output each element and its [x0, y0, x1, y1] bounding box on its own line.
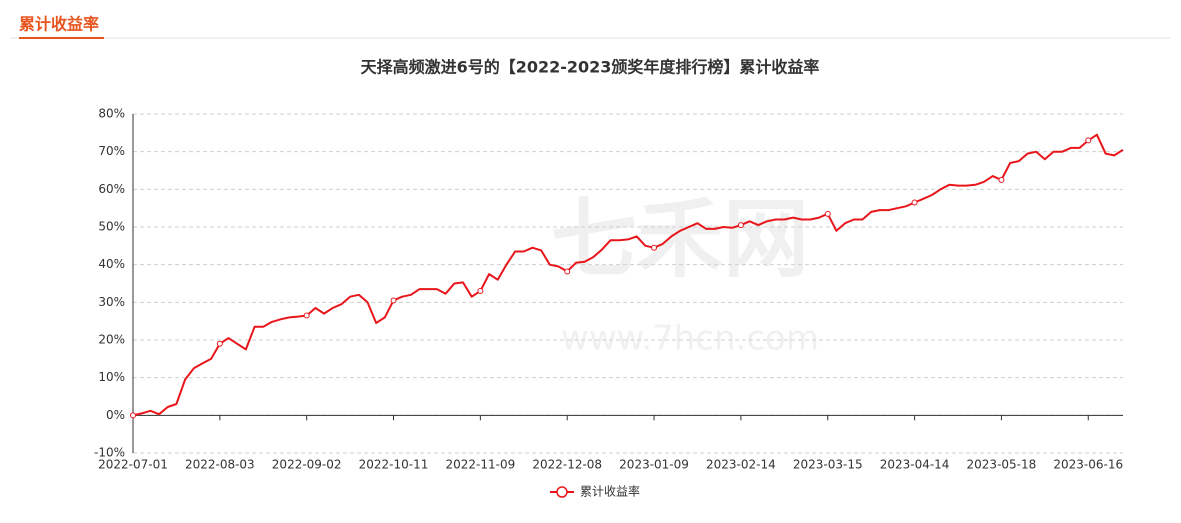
x-tick-label: 2022-12-08 [532, 458, 602, 472]
x-tick-label: 2022-11-09 [445, 458, 515, 472]
x-tick-label: 2023-04-14 [880, 458, 950, 472]
point-marker [1085, 137, 1092, 144]
x-tick-label: 2023-05-18 [967, 458, 1037, 472]
y-tick-label: 50% [98, 220, 125, 234]
chart-title: 天择高频激进6号的【2022-2023颁奖年度排行榜】累计收益率 [361, 58, 820, 77]
point-marker [130, 412, 136, 419]
legend-label: 累计收益率 [580, 484, 640, 499]
point-marker [390, 297, 397, 304]
x-tick-label: 2023-03-15 [793, 458, 863, 472]
legend-marker [556, 486, 568, 498]
point-marker [737, 222, 744, 229]
y-tick-label: 60% [98, 182, 125, 196]
header-title: 累计收益率 [19, 15, 99, 34]
x-tick-label: 2023-02-14 [706, 458, 776, 472]
y-tick-label: 40% [98, 257, 125, 271]
y-tick-label: 0% [106, 408, 125, 422]
point-marker [216, 340, 223, 347]
point-marker [911, 199, 918, 206]
watermark-logo: 七禾网 [551, 189, 809, 289]
series-line [132, 133, 1124, 417]
point-marker [477, 288, 484, 295]
y-tick-label: 80% [98, 107, 125, 121]
x-tick-label: 2022-08-03 [185, 458, 255, 472]
point-marker [651, 244, 658, 251]
x-tick-label: 2022-07-01 [98, 458, 168, 472]
x-tick-label: 2022-10-11 [359, 458, 429, 472]
watermark-url: www.7hcn.com [561, 319, 819, 359]
x-tick-label: 2023-01-09 [619, 458, 689, 472]
y-tick-label: 30% [98, 295, 125, 309]
y-tick-label: 70% [98, 144, 125, 158]
point-marker [564, 268, 571, 275]
y-tick-label: 10% [98, 370, 125, 384]
x-tick-label: 2023-06-16 [1053, 458, 1123, 472]
x-tick-label: 2022-09-02 [272, 458, 342, 472]
y-tick-label: 20% [98, 333, 125, 347]
point-marker [824, 210, 831, 217]
point-marker [303, 312, 310, 319]
point-marker [998, 176, 1005, 183]
y-tick-label: -10% [94, 446, 125, 460]
